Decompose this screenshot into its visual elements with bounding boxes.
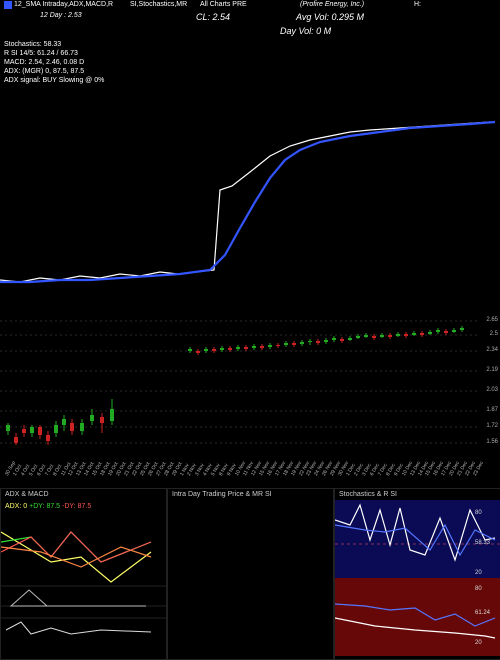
- y-tick: 1.72: [486, 423, 498, 429]
- y-tick: 2.5: [490, 331, 498, 337]
- header-sma-label: 12_SMA Intraday,ADX,MACD,R: [14, 1, 113, 8]
- y-tick: 2.03: [486, 387, 498, 393]
- adx-status: ADX: 0 +DY: 87.5 -DY: 87.5: [5, 503, 91, 510]
- info-stochastics: Stochastics: 58.33: [4, 40, 104, 49]
- svg-text:80: 80: [475, 510, 482, 516]
- adx-panel[interactable]: ADX & MACD ADX: 0 +DY: 87.5 -DY: 87.5: [0, 488, 167, 660]
- stoch-panel[interactable]: Stochastics & R SI 58.33 80 20 80 61.24 20: [334, 488, 500, 660]
- info-adx-signal: ADX signal: BUY Slowing @ 0%: [4, 76, 104, 85]
- header-desc: (Profire Energy, Inc.): [300, 1, 364, 8]
- header-cl: CL: 2.54: [196, 12, 230, 22]
- intraday-panel[interactable]: Intra Day Trading Price & MR SI: [167, 488, 334, 660]
- header-avgvol: Avg Vol: 0.295 M: [296, 12, 364, 22]
- adx-svg: [1, 500, 166, 648]
- svg-text:61.24: 61.24: [475, 610, 491, 616]
- main-chart[interactable]: [0, 110, 500, 310]
- header-bar: 12_SMA Intraday,ADX,MACD,R SI,Stochastic…: [0, 0, 500, 16]
- svg-text:80: 80: [475, 586, 482, 592]
- svg-text:58.33: 58.33: [475, 540, 491, 546]
- y-tick: 2.19: [486, 367, 498, 373]
- y-tick: 2.65: [486, 317, 498, 323]
- date-axis: 30 Sep1 Oct4 Oct5 Oct6 Oct7 Oct8 Oct11 O…: [0, 460, 500, 480]
- adx-title: ADX & MACD: [1, 489, 166, 500]
- stoch-title: Stochastics & R SI: [335, 489, 500, 500]
- header-hi: H:: [414, 1, 421, 8]
- bottom-panels: ADX & MACD ADX: 0 +DY: 87.5 -DY: 87.5 In…: [0, 488, 500, 660]
- legend-sma-square: [4, 1, 12, 9]
- header-si-stoch: SI,Stochastics,MR: [130, 1, 187, 8]
- intraday-title: Intra Day Trading Price & MR SI: [168, 489, 333, 500]
- info-macd: MACD: 2.54, 2.46, 0.08 D: [4, 58, 104, 67]
- info-adx: ADX: (MGR) 0, 87.5, 87.5: [4, 67, 104, 76]
- info-rsi: R SI 14/5: 61.24 / 66.73: [4, 49, 104, 58]
- header-dayvol: Day Vol: 0 M: [280, 26, 331, 36]
- main-chart-svg: [0, 110, 500, 310]
- header-all-charts: All Charts PRE: [200, 1, 247, 8]
- intraday-svg: [168, 500, 333, 656]
- stoch-svg: 58.33 80 20 80 61.24 20: [335, 500, 500, 656]
- svg-text:20: 20: [475, 640, 482, 646]
- y-tick: 1.56: [486, 439, 498, 445]
- candle-chart-svg: [0, 315, 500, 460]
- header-day12: 12 Day : 2.53: [40, 12, 82, 19]
- svg-text:20: 20: [475, 570, 482, 576]
- indicator-info: Stochastics: 58.33 R SI 14/5: 61.24 / 66…: [4, 40, 104, 85]
- candle-chart[interactable]: 2.65 2.5 2.34 2.19 2.03 1.87 1.72 1.56: [0, 315, 500, 460]
- y-tick: 2.34: [486, 347, 498, 353]
- y-tick: 1.87: [486, 407, 498, 413]
